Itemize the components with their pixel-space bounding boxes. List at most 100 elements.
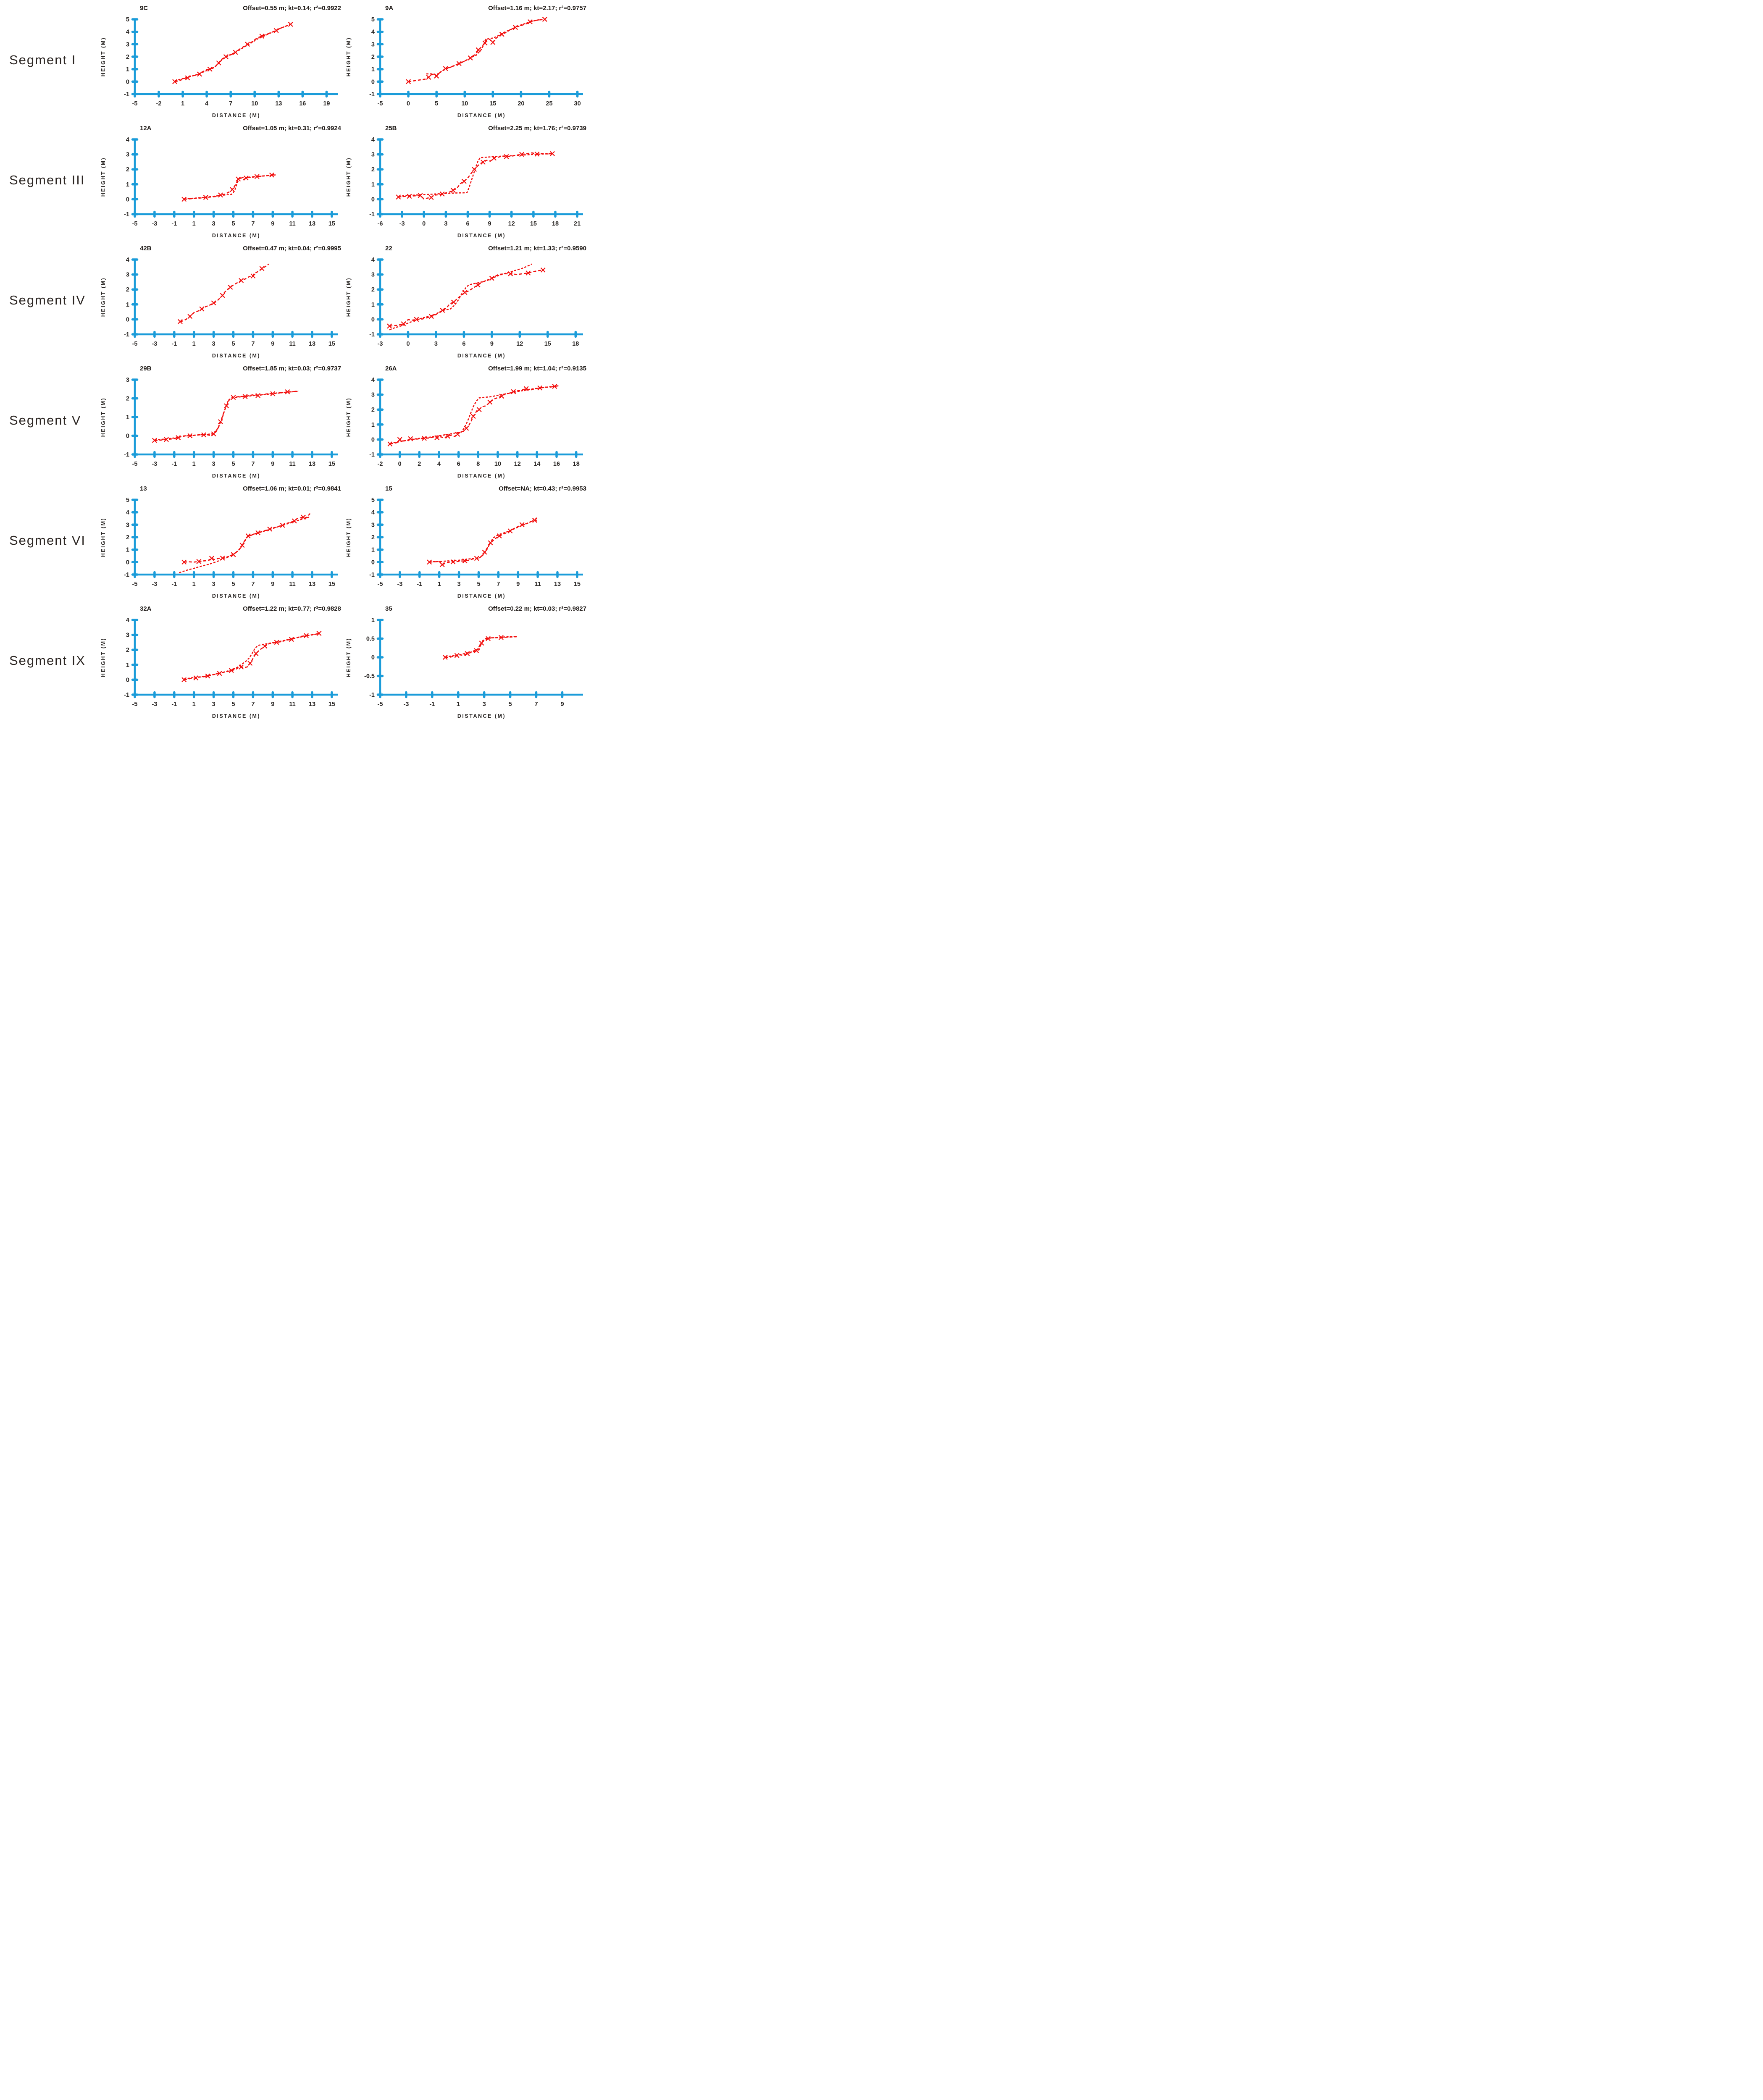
x-tick-label: 7 (251, 220, 255, 227)
x-tick-label: 0 (422, 220, 426, 227)
profile-line (389, 263, 532, 331)
x-tick-label: 7 (251, 581, 255, 588)
y-tick-label: 2 (126, 54, 129, 60)
y-tick-label: 3 (126, 272, 129, 278)
chart-title: Offset=1.21 m; kt=1.33; r²=0.9590 (488, 245, 586, 252)
x-tick-label: 3 (483, 701, 486, 708)
y-tick-label: -1 (369, 211, 375, 218)
x-marker (422, 436, 427, 441)
x-tick-label: 5 (509, 701, 512, 708)
x-tick-label: 11 (289, 341, 295, 347)
x-tick-label: 15 (328, 220, 335, 227)
profile-id: 13 (140, 485, 147, 492)
x-tick-label: -5 (132, 341, 138, 347)
y-tick-label: 0 (126, 316, 129, 323)
profile-line (179, 516, 310, 573)
segment-label-iv: Segment IV (9, 293, 86, 307)
y-tick-label: 0.5 (366, 636, 375, 643)
profile-id: 26A (385, 365, 397, 372)
x-tick-label: 13 (309, 341, 315, 347)
profile-line (398, 153, 553, 197)
chart-15: -1 0 1 2 3 4 5 -5 -3 -1 1 3 5 7 9 11 13 15 15 Offset=NA; kt… (343, 480, 588, 601)
profile-id: 15 (385, 485, 392, 492)
y-tick-label: 4 (126, 136, 129, 143)
y-tick-label: 4 (371, 257, 375, 263)
x-tick-label: 13 (309, 461, 315, 467)
profile-line (184, 633, 319, 680)
x-axis-label: DISTANCE (M) (212, 593, 260, 599)
chart-25B: -1 0 1 2 3 4 -6 -3 0 3 6 9 12 15 18 21 25B Offset=2.25 m;… (343, 120, 588, 240)
y-tick-label: -1 (124, 91, 129, 98)
x-tick-label: 10 (494, 461, 501, 467)
x-marker (177, 319, 183, 324)
y-tick-label: 2 (126, 396, 129, 402)
y-tick-label: -1 (369, 91, 375, 98)
y-tick-label: 1 (126, 181, 129, 188)
x-tick-label: 7 (534, 701, 538, 708)
x-tick-label: -5 (132, 220, 138, 227)
y-tick-label: 0 (126, 559, 129, 566)
x-marker (525, 270, 531, 276)
x-tick-label: 15 (328, 341, 335, 347)
x-marker (401, 321, 406, 327)
x-marker (426, 75, 431, 80)
profile-id: 25B (385, 125, 397, 132)
x-marker (220, 293, 225, 298)
profile-line (389, 269, 543, 327)
x-tick-label: 6 (462, 341, 465, 347)
y-tick-label: 3 (126, 632, 129, 639)
segment-label-ix: Segment IX (9, 653, 86, 668)
y-tick-label: 3 (371, 392, 375, 399)
x-tick-label: 10 (461, 100, 468, 107)
x-marker (456, 61, 462, 66)
x-marker (461, 178, 467, 184)
x-tick-label: 19 (323, 100, 330, 107)
y-tick-label: 0 (371, 316, 375, 323)
profile-line (154, 390, 299, 441)
x-marker (434, 435, 440, 441)
y-tick-label: 5 (126, 16, 129, 23)
y-tick-label: -1 (124, 452, 129, 458)
y-axis-label: HEIGHT (M) (346, 397, 352, 437)
profile-line (174, 24, 292, 81)
y-tick-label: -1 (369, 692, 375, 698)
x-tick-label: 7 (229, 100, 232, 107)
chart-13: -1 0 1 2 3 4 5 -5 -3 -1 1 3 5 7 9 11 13 15 13 Offset=1.06 m… (98, 480, 343, 601)
profile-line (154, 391, 299, 441)
x-tick-label: 3 (434, 341, 438, 347)
x-marker (519, 152, 525, 157)
x-marker (465, 651, 470, 656)
y-tick-label: 0 (371, 559, 375, 566)
y-tick-label: 1 (371, 302, 375, 308)
x-marker (396, 194, 401, 200)
chart-42B: -1 0 1 2 3 4 -5 -3 -1 1 3 5 7 9 11 13 15 42B Offset=0.47 m… (98, 240, 343, 360)
x-tick-label: 18 (573, 461, 580, 467)
profile-id: 32A (140, 605, 152, 612)
x-tick-label: 15 (544, 341, 551, 347)
x-axis-label: DISTANCE (M) (457, 113, 506, 118)
x-tick-label: 3 (212, 461, 215, 467)
y-tick-label: -1 (124, 692, 129, 698)
y-tick-label: 5 (371, 497, 375, 504)
x-tick-label: -5 (132, 581, 138, 588)
scarp-profile-figure: Segment I -1 0 1 2 3 4 5 -5 -2 1 4 7 10 13 16 19 9C Offse… (0, 0, 588, 721)
x-tick-label: 21 (574, 220, 581, 227)
x-tick-label: 9 (271, 220, 274, 227)
x-tick-label: 11 (289, 461, 295, 467)
y-tick-label: 4 (126, 617, 129, 624)
x-marker (187, 314, 193, 319)
x-tick-label: 13 (554, 581, 561, 588)
x-marker (209, 556, 214, 561)
profile-id: 9A (385, 5, 393, 12)
x-tick-label: -5 (132, 100, 138, 107)
profile-id: 9C (140, 5, 148, 12)
chart-title: Offset=1.16 m; kt=2.17; r²=0.9757 (488, 5, 586, 12)
x-marker (470, 414, 476, 419)
profile-id: 12A (140, 125, 152, 132)
segment-label-iii: Segment III (9, 173, 85, 187)
x-marker (534, 151, 540, 157)
